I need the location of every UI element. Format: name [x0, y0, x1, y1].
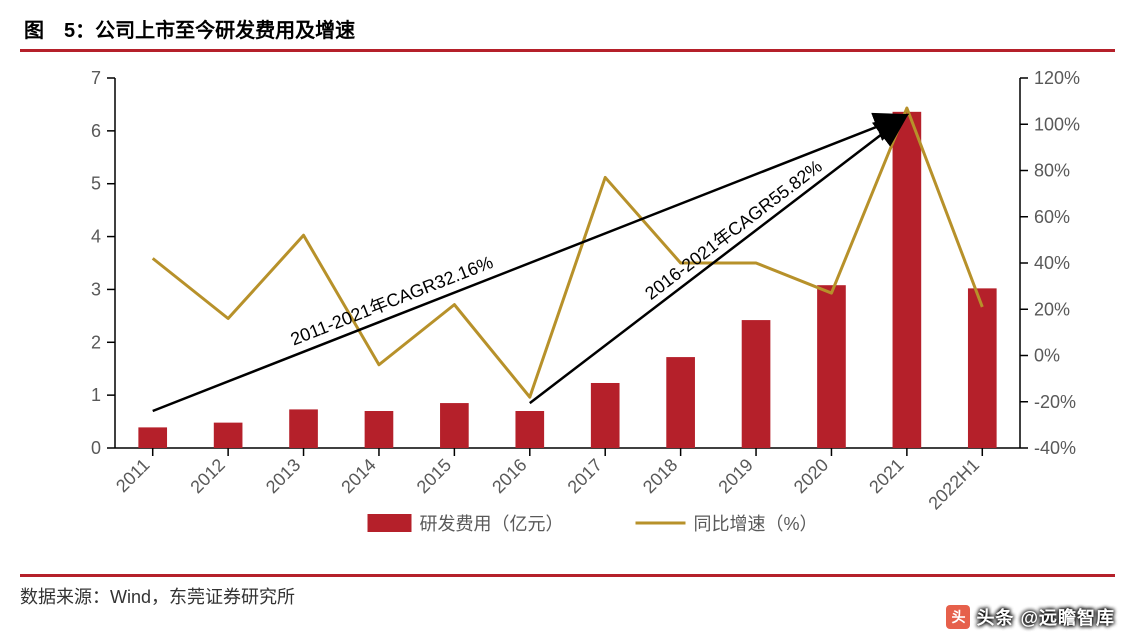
svg-text:100%: 100%	[1034, 114, 1080, 134]
svg-text:60%: 60%	[1034, 207, 1070, 227]
chart-area: 0 1 2 3 4 5 6 7 -40% -20% 0% 20% 40% 60% 80% 100% 120% 20…	[20, 58, 1115, 568]
svg-text:2011-2021年CAGR32.16%: 2011-2021年CAGR32.16%	[288, 252, 496, 349]
svg-text:2021: 2021	[865, 455, 907, 497]
watermark: 头 头条 @远瞻智库	[946, 604, 1115, 630]
svg-text:120%: 120%	[1034, 68, 1080, 88]
svg-text:1: 1	[91, 385, 101, 405]
watermark-badge: 头	[946, 605, 970, 629]
svg-text:4: 4	[91, 227, 101, 247]
svg-text:40%: 40%	[1034, 253, 1070, 273]
svg-text:6: 6	[91, 121, 101, 141]
svg-text:3: 3	[91, 279, 101, 299]
figure-title: 图 5：公司上市至今研发费用及增速	[20, 10, 1115, 49]
svg-text:80%: 80%	[1034, 161, 1070, 181]
svg-text:2015: 2015	[413, 455, 455, 497]
svg-text:2019: 2019	[714, 455, 756, 497]
top-rule	[20, 49, 1115, 52]
svg-text:2011: 2011	[112, 455, 154, 497]
svg-text:2020: 2020	[790, 455, 832, 497]
figure-frame: 图 5：公司上市至今研发费用及增速 0 1 2 3 4 5 6 7 -40% -20% 0% 20% 4…	[0, 0, 1135, 644]
svg-text:-40%: -40%	[1034, 438, 1076, 458]
watermark-suffix: @远瞻智库	[1020, 604, 1115, 630]
combo-chart: 0 1 2 3 4 5 6 7 -40% -20% 0% 20% 40% 60% 80% 100% 120% 20…	[20, 58, 1115, 568]
svg-text:20%: 20%	[1034, 299, 1070, 319]
svg-text:2013: 2013	[262, 455, 304, 497]
watermark-prefix: 头条	[976, 604, 1014, 630]
svg-text:2012: 2012	[186, 455, 228, 497]
svg-text:2018: 2018	[639, 455, 681, 497]
svg-text:-20%: -20%	[1034, 392, 1076, 412]
svg-text:2014: 2014	[337, 455, 379, 497]
svg-text:2: 2	[91, 332, 101, 352]
svg-text:2017: 2017	[564, 455, 606, 497]
svg-text:7: 7	[91, 68, 101, 88]
svg-text:2016: 2016	[488, 455, 530, 497]
svg-text:5: 5	[91, 174, 101, 194]
svg-text:2016-2021年CAGR55.82%: 2016-2021年CAGR55.82%	[641, 156, 826, 304]
svg-text:2022H1: 2022H1	[924, 455, 983, 514]
svg-text:研发费用（亿元）: 研发费用（亿元）	[420, 514, 564, 534]
svg-text:0: 0	[91, 438, 101, 458]
svg-text:0%: 0%	[1034, 346, 1060, 366]
svg-text:同比增速（%）: 同比增速（%）	[694, 514, 818, 534]
